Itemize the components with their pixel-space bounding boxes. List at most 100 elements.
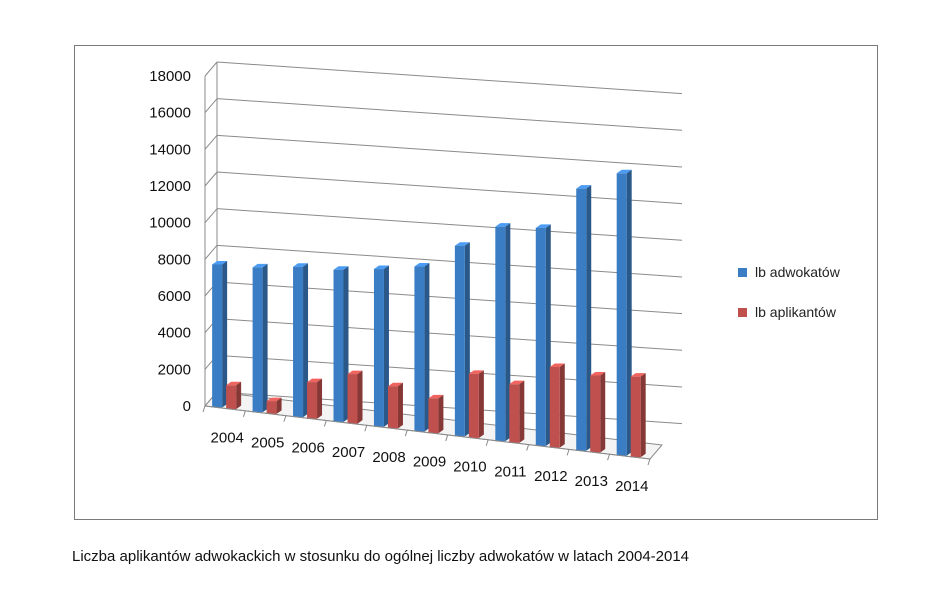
y-tick-label: 0 bbox=[183, 398, 191, 415]
gridline bbox=[216, 318, 683, 351]
gridline-side bbox=[204, 61, 218, 77]
gridline bbox=[216, 134, 683, 168]
x-tick-mark bbox=[526, 444, 530, 451]
bar-aplikanci bbox=[266, 401, 277, 414]
x-tick-mark bbox=[283, 415, 287, 422]
bar-aplikanci bbox=[590, 375, 601, 453]
chart-legend: lb adwokatów lb aplikantów bbox=[738, 261, 840, 341]
bar-adwokaci-side bbox=[505, 223, 511, 442]
y-tick-label: 6000 bbox=[158, 288, 191, 305]
bar-adwokaci-top bbox=[535, 224, 551, 228]
y-tick-label: 16000 bbox=[149, 105, 191, 122]
x-tick-mark bbox=[364, 425, 368, 432]
x-tick-mark bbox=[202, 405, 206, 413]
figure-caption: Liczba aplikantów adwokackich w stosunku… bbox=[72, 548, 690, 565]
gridline bbox=[216, 98, 683, 131]
bar-adwokaci bbox=[293, 266, 304, 418]
x-axis bbox=[204, 405, 651, 460]
legend-label-adwokaci: lb adwokatów bbox=[755, 264, 840, 280]
bar-aplikanci bbox=[630, 376, 641, 458]
legend-label-aplikanci: lb aplikantów bbox=[755, 304, 836, 320]
bar-aplikanci-side bbox=[317, 378, 323, 419]
gridline bbox=[216, 281, 683, 315]
x-tick-label: 2008 bbox=[372, 449, 405, 466]
gridline-side bbox=[204, 245, 218, 260]
bar-adwokaci bbox=[535, 227, 546, 446]
bar-aplikanci-side bbox=[397, 382, 403, 429]
bar-adwokaci-top bbox=[576, 185, 592, 189]
x-tick-mark bbox=[242, 410, 246, 417]
bar-aplikanci bbox=[387, 386, 398, 429]
x-tick-mark bbox=[323, 420, 327, 427]
x-tick-label: 2014 bbox=[615, 478, 648, 495]
y-tick-label: 10000 bbox=[149, 215, 191, 232]
bar-adwokaci-top bbox=[616, 169, 632, 174]
gridline bbox=[216, 354, 683, 388]
bar-aplikanci-top bbox=[307, 378, 323, 383]
x-tick-mark bbox=[445, 434, 449, 442]
legend-swatch-adwokaci bbox=[738, 267, 747, 277]
y-tick-label: 18000 bbox=[149, 68, 191, 85]
gridline-side bbox=[204, 135, 218, 150]
bar-adwokaci-side bbox=[464, 242, 470, 437]
bar-adwokaci bbox=[576, 188, 587, 451]
gridline-side bbox=[204, 208, 218, 223]
bar-aplikanci-side bbox=[640, 373, 646, 458]
x-tick-label: 2006 bbox=[291, 439, 324, 456]
bar-aplikanci-side bbox=[276, 397, 282, 414]
gridline-side bbox=[204, 171, 218, 187]
bar-adwokaci bbox=[212, 264, 223, 408]
bar-adwokaci-top bbox=[293, 263, 309, 267]
bar-adwokaci-side bbox=[303, 263, 309, 418]
chart-plot: 0 2000 4000 6000 8000 10000 12000 14000 16000 180… bbox=[149, 61, 683, 495]
bar-adwokaci-top bbox=[414, 263, 430, 267]
x-tick-mark bbox=[404, 429, 408, 437]
bar-aplikanci bbox=[468, 373, 479, 439]
bar-aplikanci-side bbox=[478, 370, 484, 439]
bar-aplikanci bbox=[549, 366, 560, 448]
bar-aplikanci-side bbox=[559, 363, 565, 448]
x-tick-mark bbox=[647, 458, 651, 466]
bar-aplikanci-top bbox=[549, 363, 565, 367]
x-tick-label: 2009 bbox=[413, 454, 446, 471]
bar-aplikanci-side bbox=[438, 394, 444, 434]
bar-aplikanci bbox=[347, 374, 358, 424]
bar-adwokaci bbox=[495, 226, 506, 442]
bar-adwokaci bbox=[616, 173, 627, 456]
bar-adwokaci bbox=[373, 269, 384, 427]
bar-aplikanci bbox=[226, 385, 237, 410]
bar-aplikanci-side bbox=[519, 380, 525, 443]
bar-aplikanci-side bbox=[357, 370, 363, 424]
y-tick-label: 4000 bbox=[158, 325, 191, 342]
x-tick-label: 2007 bbox=[332, 444, 365, 461]
bar-aplikanci bbox=[307, 382, 318, 419]
bar-adwokaci bbox=[252, 267, 263, 413]
legend-swatch-aplikanci bbox=[738, 307, 747, 317]
x-tick-label: 2011 bbox=[494, 463, 526, 480]
bar-aplikanci bbox=[509, 384, 520, 443]
bar-adwokaci-side bbox=[383, 265, 389, 427]
bar-adwokaci-side bbox=[586, 185, 592, 451]
chart-frame: 0 2000 4000 6000 8000 10000 12000 14000 16000 180… bbox=[74, 45, 878, 520]
bar-adwokaci-side bbox=[424, 263, 430, 432]
x-tick-label: 2010 bbox=[453, 459, 486, 476]
y-tick-label: 14000 bbox=[149, 141, 191, 158]
bar-adwokaci bbox=[333, 269, 344, 422]
x-tick-mark bbox=[607, 454, 611, 461]
x-tick-mark bbox=[485, 439, 489, 446]
bar-adwokaci-side bbox=[626, 169, 632, 456]
x-tick-label: 2013 bbox=[575, 473, 608, 490]
x-tick-label: 2005 bbox=[251, 434, 284, 451]
legend-item-adwokaci: lb adwokatów bbox=[738, 261, 840, 283]
x-tick-mark bbox=[566, 449, 570, 456]
gridline bbox=[216, 171, 683, 205]
gridline-side bbox=[204, 98, 218, 113]
x-tick-label: 2012 bbox=[534, 468, 567, 485]
bar-adwokaci-side bbox=[262, 263, 268, 413]
bar-adwokaci-side bbox=[343, 266, 349, 422]
gridline bbox=[216, 61, 683, 95]
bar-adwokaci-side bbox=[222, 260, 228, 408]
bar-aplikanci-side bbox=[236, 381, 242, 410]
legend-item-aplikanci: lb aplikantów bbox=[738, 301, 840, 323]
bar-aplikanci bbox=[428, 398, 439, 434]
